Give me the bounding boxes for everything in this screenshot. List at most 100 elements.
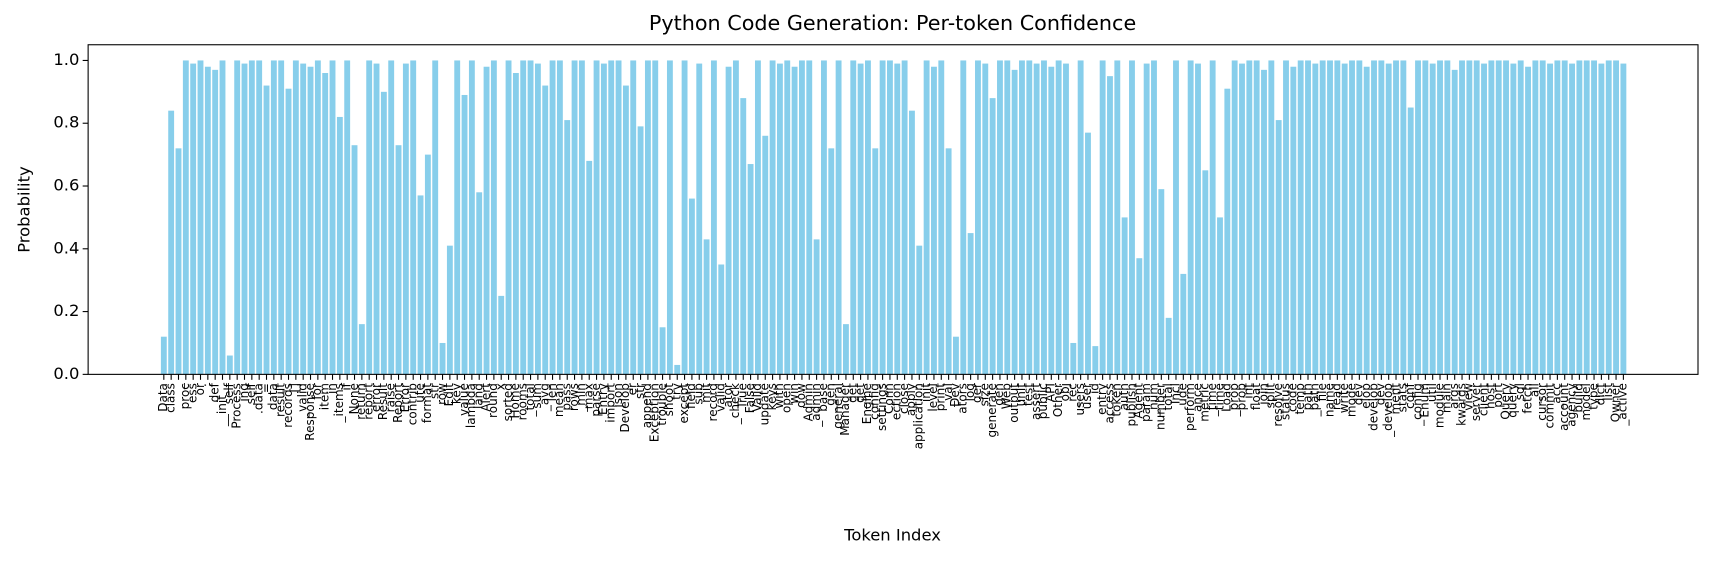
bar [527,60,534,375]
x-tick-label: float [1249,383,1263,410]
x-tick-label: _all [1528,383,1542,404]
bar [1400,60,1407,375]
x-tick-label: max [582,383,596,409]
x-tick-label: user [1080,383,1094,409]
x-tick-label: _config [1410,383,1424,427]
plot-frame [87,44,1699,375]
x-tick-label: host [1484,383,1498,409]
bar [784,60,791,375]
bar [1283,60,1289,375]
x-tick-label: key [449,383,463,404]
x-tick-label: access [1102,383,1116,423]
x-tick-label: module [1432,383,1446,428]
bar [1231,60,1238,375]
bar [1253,60,1260,375]
bar [710,60,717,375]
bar [813,239,820,375]
bar [1011,69,1018,375]
x-tick-label: _gen [824,383,838,413]
bar [740,98,747,375]
bar [168,110,175,375]
plot: 0.00.20.40.60.81.0Dataclass_processor:de… [53,50,1629,449]
bar [432,60,439,375]
bar [1591,60,1597,375]
bar [1422,60,1429,375]
x-tick-label: Load [1220,383,1234,412]
bar [219,60,226,375]
x-tick-label: pass [559,383,573,410]
bar [600,63,607,375]
x-tick-label: open [780,383,794,413]
x-tick-label: self [222,382,236,404]
bar [446,245,453,375]
y-tick-label: 0.4 [53,238,79,257]
bar [373,63,380,375]
bar [1143,63,1150,375]
x-tick-label: with [772,383,786,408]
x-tick-label: _check [728,383,742,425]
x-tick-label: general [831,383,845,429]
x-tick-label: Manager [838,383,852,436]
x-tick-label: build [1572,383,1586,413]
bar [1055,60,1062,375]
x-tick-label: log [963,383,977,401]
bar [1554,60,1561,375]
x-tick-label: application [912,383,926,449]
bar [857,63,864,375]
bar [1561,60,1568,375]
bar [1393,60,1399,375]
x-tick-label: unit [1014,383,1028,407]
bar [608,60,615,375]
y-tick-label: 1.0 [53,50,79,69]
bar [1048,66,1055,375]
x-tick-label: publish [1124,383,1138,426]
x-tick-label: parse [589,383,603,417]
x-tick-label: def [207,382,221,402]
bar [1451,69,1458,375]
bar [931,66,937,375]
bar [1063,63,1069,375]
bar [644,60,651,375]
x-tick-label: perform [1183,383,1197,431]
bar [1246,60,1253,375]
x-tick-label: ute [413,383,427,403]
x-tick-label: close [897,383,911,414]
x-tick-label: False [743,383,757,413]
x-tick-label: query [1506,383,1520,418]
x-tick-label: _path [1308,383,1322,417]
x-tick-label: mean [552,383,566,417]
x-tick-label: _avg [537,383,551,412]
x-tick-label: fetch [1520,383,1534,414]
bar [454,60,461,375]
x-tick-label: shoot [662,383,676,417]
x-tick-label: ator [721,383,735,407]
x-tick-label: class [163,383,177,413]
bar [256,60,263,375]
bar [1195,63,1201,375]
bar [754,60,761,375]
bar [916,245,923,375]
bar [336,116,343,375]
x-tick-label: None [347,383,361,414]
x-tick-label: ators [956,383,970,414]
bar [674,364,681,375]
bar [263,85,270,375]
bar [659,327,666,375]
x-tick-label: report [361,383,375,420]
x-tick-label: port [1491,383,1505,408]
bar [468,60,475,375]
bar [388,60,395,375]
x-tick-label: settings [875,383,889,431]
y-axis-label: Probability [14,166,33,253]
bar [1341,63,1348,375]
bar [872,148,879,375]
bar [1180,273,1187,375]
x-tick-label: round [486,383,500,418]
bar [806,60,813,375]
bar [358,324,365,375]
x-tick-label: cursor [1535,383,1549,421]
x-tick-label: Data [156,383,170,412]
bar [1488,60,1495,375]
bar [204,66,211,375]
x-tick-label: self [244,382,258,404]
